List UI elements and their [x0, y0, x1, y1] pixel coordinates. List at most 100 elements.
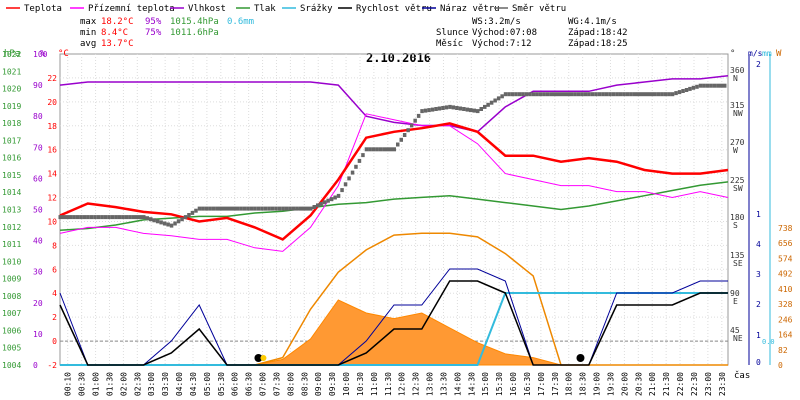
- x-tick-label: 13:30: [439, 372, 448, 396]
- series-wind-direction-point: [472, 108, 476, 113]
- series-wind-direction-point: [312, 205, 316, 209]
- x-tick-label: 20:30: [634, 372, 643, 396]
- series-wind-direction-point: [267, 206, 271, 211]
- series-wind-direction-point: [587, 92, 591, 97]
- series-wind-direction-point: [336, 193, 341, 198]
- series-wind-direction-point: [284, 206, 289, 211]
- series-wind-direction-point: [681, 89, 685, 93]
- y-tick-ms: 1: [756, 331, 761, 340]
- series-wind-direction-point: [670, 92, 675, 97]
- series-wind-direction-point: [618, 92, 623, 97]
- series-wind-direction-point: [68, 215, 73, 220]
- stat-value: 18.2°C: [101, 17, 134, 27]
- series-wind-direction-point: [441, 106, 445, 110]
- x-tick-label: 00:10: [64, 372, 73, 396]
- series-wind-direction-point: [149, 217, 153, 222]
- series-wind-direction-point: [281, 206, 285, 211]
- series-solar-area: [60, 299, 728, 366]
- y-tick-dir: 225: [730, 176, 745, 185]
- series-wind-direction-point: [653, 92, 657, 97]
- y-tick-w: 164: [778, 331, 793, 340]
- y-tick-w: 82: [778, 346, 788, 355]
- series-wind-direction-point: [204, 206, 209, 211]
- series-wind-direction-point: [155, 219, 160, 224]
- series-wind-direction-point: [462, 107, 466, 111]
- x-tick-label: 16:00: [509, 372, 518, 396]
- series-wind-direction-point: [256, 206, 261, 211]
- y-tick-hpa: 1004: [2, 361, 21, 370]
- series-wind-direction-point: [608, 92, 612, 97]
- series-wind-direction-point: [96, 215, 101, 220]
- x-axis-label: čas: [734, 370, 750, 381]
- series-wind-direction-point: [86, 215, 90, 220]
- y-tick-w: 492: [778, 270, 793, 279]
- series-wind-direction-point: [305, 206, 309, 211]
- x-tick-label: 18:30: [579, 372, 588, 396]
- series-ground-temp: [59, 113, 729, 252]
- series-wind-direction-point: [566, 92, 570, 97]
- series-wind-speed: [59, 280, 728, 366]
- series-wind-direction-point: [274, 206, 278, 211]
- series-wind-direction-point: [660, 92, 664, 97]
- y-tick-degc: 12: [47, 194, 57, 203]
- x-tick-label: 12:30: [412, 372, 421, 396]
- series-wind-direction-point: [563, 92, 567, 97]
- y-tick-pct: 100: [33, 50, 48, 59]
- stat-value: 13.7°C: [101, 39, 134, 49]
- series-wind-direction-point: [455, 106, 459, 110]
- y-tick-mm: 0.0: [762, 338, 775, 346]
- x-tick-label: 13:00: [426, 372, 435, 396]
- series-wind-direction-point: [107, 215, 111, 220]
- x-tick-label: 07:30: [272, 372, 281, 396]
- legend: Teplota Přízemní teplota Vlhkost Tlak Srážky…: [6, 4, 566, 14]
- series-wind-direction-point: [622, 92, 626, 97]
- series-wind-direction-point: [521, 92, 525, 97]
- x-tick-label: 07:00: [259, 372, 268, 396]
- series-wind-direction-point: [246, 206, 250, 211]
- y-tick-hpa: 1020: [2, 85, 21, 94]
- series-wind-direction-point: [253, 206, 257, 211]
- series-wind-direction-point: [594, 92, 598, 97]
- y-tick-w: 246: [778, 315, 793, 324]
- stat-value: 8.4°C: [101, 28, 128, 38]
- y-tick-pct: 30: [33, 268, 43, 277]
- legend-label: Teplota: [24, 4, 62, 14]
- series-wind-direction-point: [688, 86, 692, 91]
- series-wind-direction-point: [712, 83, 717, 88]
- y-tick-degc: 22: [47, 74, 57, 83]
- y-tick-dir: 45: [730, 326, 740, 335]
- plot-area: [58, 75, 729, 366]
- stat-value: WG:4.1m/s: [568, 17, 617, 27]
- sun-marker: [254, 354, 263, 362]
- stat-label: Měsíc: [436, 39, 463, 49]
- series-wind-direction-point: [166, 222, 170, 227]
- series-temperature: [59, 122, 729, 241]
- series-wind-direction-point: [277, 206, 282, 211]
- x-tick-label: 14:00: [453, 372, 462, 396]
- series-wind-direction-point: [288, 206, 292, 211]
- series-wind-direction-point: [646, 92, 650, 97]
- y-tick-degc: 14: [47, 170, 57, 179]
- series-wind-direction-point: [357, 158, 362, 163]
- y-tick-degc: 4: [52, 289, 57, 298]
- y-tick-dir: 180: [730, 213, 745, 222]
- series-wind-direction-point: [597, 92, 602, 97]
- y-tick-w: 410: [778, 285, 793, 294]
- series-wind-direction-point: [674, 91, 678, 96]
- y-tick-dir: S: [733, 221, 738, 230]
- series-wind-direction-point: [235, 206, 240, 211]
- series-wind-direction-point: [103, 215, 108, 220]
- series-wind-direction-point: [535, 92, 539, 97]
- stat-value: Západ:18:25: [568, 39, 628, 49]
- series-wind-direction-point: [354, 164, 358, 169]
- series-wind-direction-point: [180, 217, 184, 222]
- series-wind-direction-point: [190, 210, 195, 215]
- series-wind-direction-point: [58, 215, 62, 220]
- series-wind-direction-point: [145, 216, 149, 221]
- stat-value: Východ:07:08: [472, 28, 537, 38]
- series-wind-direction-point: [542, 92, 546, 97]
- y-tick-w: 574: [778, 254, 793, 263]
- x-tick-label: 18:00: [565, 372, 574, 396]
- y-tick-pct: 10: [33, 330, 43, 339]
- axis-unit-ms: m/s: [748, 49, 763, 58]
